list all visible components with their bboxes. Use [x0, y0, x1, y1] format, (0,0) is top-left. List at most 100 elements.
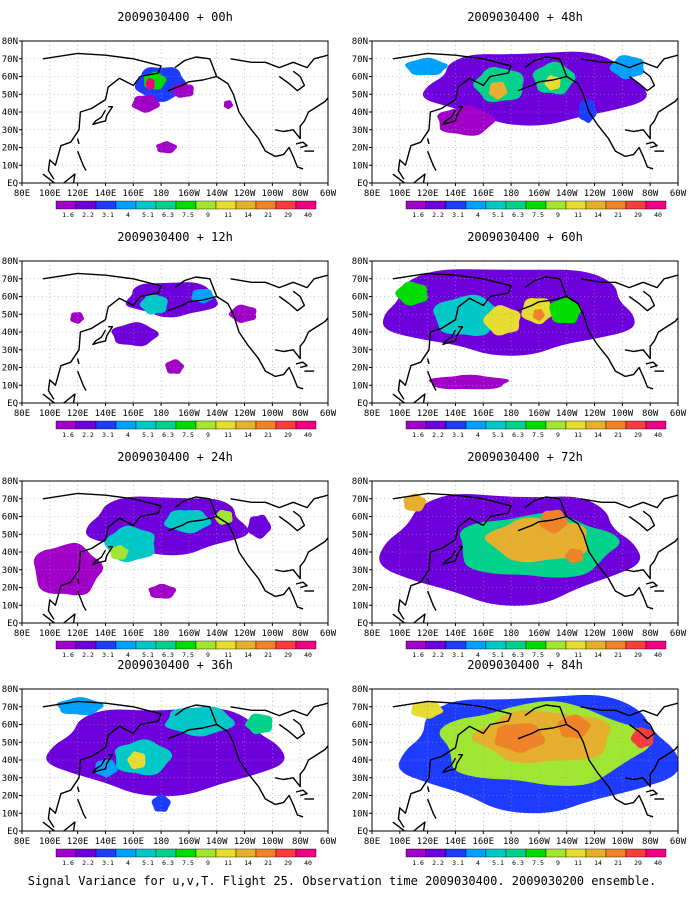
colorbar-swatch — [565, 420, 587, 430]
colorbar-swatch — [55, 420, 77, 430]
x-tick-label: 120E — [67, 409, 89, 419]
x-tick-label: 80E — [14, 189, 30, 199]
x-tick-label: 140E — [445, 409, 467, 419]
colorbar-label: 11 — [224, 431, 232, 439]
panel-title: 2009030400 + 72h — [467, 450, 583, 464]
variance-contour — [483, 305, 521, 336]
x-tick-label: 80E — [364, 189, 380, 199]
variance-contour — [564, 548, 584, 564]
coastline — [230, 274, 328, 289]
y-tick-label: 40N — [2, 548, 18, 558]
coastline — [76, 578, 80, 585]
x-tick-label: 80E — [14, 409, 30, 419]
coastline — [92, 106, 114, 126]
panel-title: 2009030400 + 36h — [117, 658, 233, 672]
x-tick-label: 160W — [528, 189, 550, 199]
coastline — [426, 786, 430, 793]
colorbar-label: 9 — [556, 211, 560, 219]
x-tick-label: 80W — [292, 189, 309, 199]
colorbar-label: 29 — [284, 651, 292, 659]
y-tick-label: 70N — [352, 275, 368, 285]
y-tick-label: 30N — [2, 774, 18, 784]
x-tick-label: 140W — [556, 409, 578, 419]
colorbar-swatch — [155, 420, 177, 430]
y-tick-label: 20N — [2, 584, 18, 594]
colorbar-label: 29 — [634, 211, 642, 219]
colorbar-swatch — [645, 420, 667, 430]
coastline — [274, 537, 328, 580]
forecast-panel: 2009030400 + 84h 80E 100E 120E 140E 160E 180 16… — [352, 658, 687, 867]
colorbar-label: 1.6 — [412, 431, 424, 439]
variance-contour — [70, 312, 85, 324]
variance-contour — [488, 81, 508, 100]
variance-contour — [145, 78, 155, 90]
y-tick-label: 70N — [2, 495, 18, 505]
coastline — [42, 272, 162, 400]
colorbar-label: 6.3 — [512, 431, 524, 439]
colorbar-swatch — [465, 420, 487, 430]
coastline — [230, 494, 328, 509]
colorbar-swatch — [255, 200, 277, 210]
y-tick-label: 20N — [2, 144, 18, 154]
coastline — [42, 492, 162, 620]
coastline — [76, 370, 87, 391]
coastline — [624, 97, 678, 140]
gridlines — [22, 41, 328, 183]
colorbar-swatch — [525, 200, 547, 210]
colorbar-label: 9 — [206, 211, 210, 219]
coastline — [230, 702, 328, 717]
coastline — [566, 75, 654, 170]
coastline — [295, 789, 308, 797]
colorbar-swatch — [445, 848, 467, 858]
colorbar-label: 3.1 — [102, 431, 114, 439]
colorbar-swatch — [255, 640, 277, 650]
colorbar-label: 29 — [634, 859, 642, 867]
x-tick-label: 140W — [556, 629, 578, 639]
colorbar-label: 11 — [224, 651, 232, 659]
y-tick-label: 40N — [2, 328, 18, 338]
colorbar-swatch — [405, 420, 427, 430]
colorbar-label: 14 — [594, 211, 602, 219]
colorbar-swatch — [275, 640, 297, 650]
colorbar-swatch — [645, 848, 667, 858]
y-tick-label: 60N — [2, 73, 18, 83]
colorbar-label: 4 — [476, 431, 480, 439]
coastline — [76, 798, 87, 819]
x-tick-label: 160E — [122, 189, 144, 199]
variance-contour — [549, 297, 582, 324]
colorbar-label: 11 — [574, 651, 582, 659]
variance-contour — [127, 751, 146, 770]
y-tick-label: 50N — [352, 738, 368, 748]
x-tick-label: 160E — [472, 837, 494, 847]
x-tick-label: 60W — [320, 629, 337, 639]
colorbar-swatch — [135, 848, 157, 858]
coastline — [274, 745, 328, 788]
colorbar-label: 6.3 — [162, 859, 174, 867]
x-tick-label: 140E — [445, 629, 467, 639]
y-tick-label: 70N — [352, 495, 368, 505]
y-tick-label: EQ — [7, 399, 18, 409]
colorbar-swatch — [425, 200, 447, 210]
gridlines — [372, 41, 678, 183]
colorbar-label: 14 — [594, 859, 602, 867]
y-tick-label: 80N — [2, 37, 18, 47]
y-tick-label: 10N — [2, 161, 18, 171]
coastline — [42, 700, 162, 828]
x-tick-label: 100W — [262, 189, 284, 199]
variance-contour — [223, 100, 233, 110]
x-tick-label: 140W — [206, 409, 228, 419]
panel-title: 2009030400 + 48h — [467, 10, 583, 24]
colorbar-swatch — [215, 200, 237, 210]
x-tick-label: 100W — [262, 837, 284, 847]
colorbar-swatch — [505, 200, 527, 210]
colorbar-label: 3.1 — [102, 859, 114, 867]
variance-contour — [148, 583, 177, 599]
colorbar-swatch — [485, 848, 507, 858]
colorbar-swatch — [295, 848, 317, 858]
colorbar-swatch — [275, 848, 297, 858]
x-tick-label: 100E — [389, 409, 411, 419]
colorbar-label: 4 — [126, 651, 130, 659]
colorbar-label: 40 — [304, 211, 312, 219]
variance-contour — [191, 288, 215, 304]
y-tick-label: 50N — [2, 90, 18, 100]
